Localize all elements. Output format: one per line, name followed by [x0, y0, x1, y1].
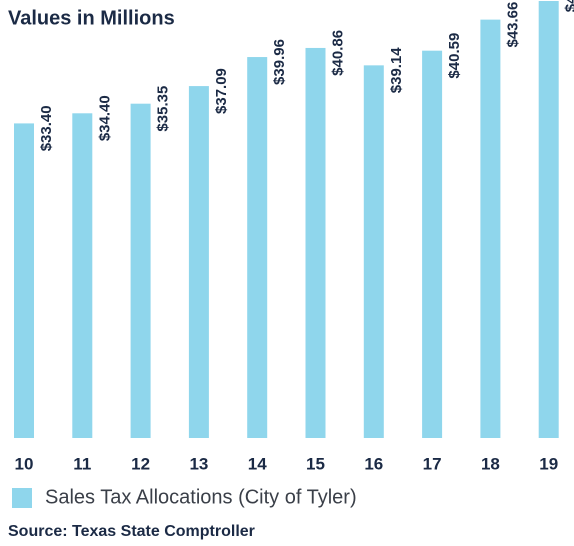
value-label: $39.14: [388, 47, 405, 94]
value-label: $43.66: [504, 2, 521, 48]
value-label: $45.: [563, 0, 574, 12]
x-tick-label: 19: [539, 454, 558, 473]
value-label: $34.40: [96, 95, 113, 141]
bar: [422, 50, 443, 438]
value-label: $40.59: [446, 33, 463, 79]
bar: [14, 123, 34, 438]
bar: [247, 57, 268, 438]
bar: [363, 65, 384, 439]
legend-label: Sales Tax Allocations (City of Tyler): [45, 486, 357, 508]
x-tick-label: 15: [306, 454, 325, 473]
legend-swatch: [12, 488, 32, 508]
value-label: $39.96: [271, 39, 288, 85]
x-tick-label: 10: [15, 454, 34, 473]
x-tick-label: 18: [481, 454, 500, 473]
value-label: $33.40: [38, 105, 55, 151]
chart-title: Values in Millions: [8, 7, 175, 29]
x-tick-label: 13: [189, 454, 208, 473]
value-label: $37.09: [213, 68, 230, 114]
bar: [72, 113, 93, 438]
bar: [480, 19, 501, 438]
source: Source: Texas State Comptroller: [8, 523, 255, 540]
x-tick-label: 16: [364, 454, 383, 473]
x-tick-label: 12: [131, 454, 150, 473]
x-tick-label: 17: [423, 454, 442, 473]
value-label: $35.35: [155, 86, 172, 132]
bar: [305, 47, 326, 438]
bar: [538, 1, 559, 439]
bar: [130, 103, 151, 439]
bar: [188, 86, 209, 439]
x-tick-label: 11: [73, 454, 91, 473]
x-tick-label: 14: [248, 454, 267, 473]
value-label: $40.86: [329, 30, 346, 76]
